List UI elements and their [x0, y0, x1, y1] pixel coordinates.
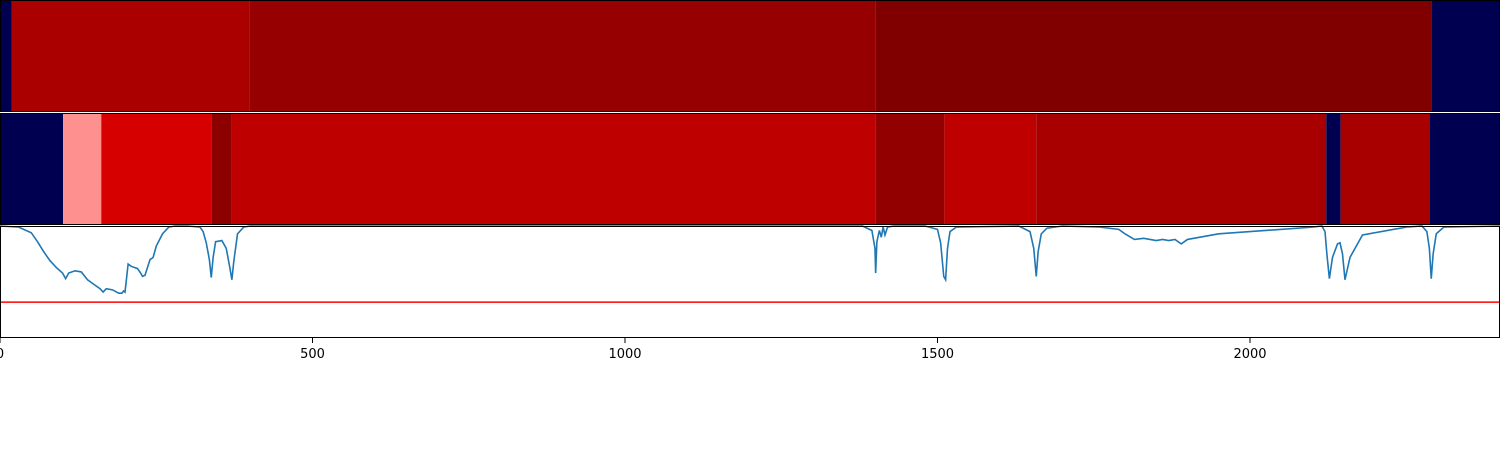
track-1-segment-4 [875, 0, 1432, 112]
x-tick-label-0: 0 [0, 347, 4, 362]
track-2-segment-2 [63, 113, 102, 225]
track-2-segment-1 [0, 113, 64, 225]
x-tick-label-500: 500 [300, 347, 325, 362]
track-2-segment-4 [211, 113, 232, 225]
x-tick-label-1500: 1500 [921, 347, 954, 362]
panel-frame-3 [0, 226, 1500, 338]
track-1-segment-1 [0, 0, 12, 112]
signal-panel [0, 225, 1500, 303]
track-1-segment-2 [11, 0, 250, 112]
x-axis: 0 500 1000 1500 2000 [0, 338, 1267, 362]
track-2-segment-6 [875, 113, 945, 225]
track-2-segment-10 [1340, 113, 1430, 225]
track-2-segment-11 [1430, 113, 1500, 225]
track-2-segment-3 [101, 113, 212, 225]
x-tick-label-2000: 2000 [1233, 347, 1266, 362]
track-2-segment-7 [944, 113, 1037, 225]
track-1-segment-3 [249, 0, 876, 112]
x-tick-label-1000: 1000 [608, 347, 641, 362]
track-1-segment-5 [1431, 0, 1500, 112]
track-2-segment-8 [1036, 113, 1327, 225]
track-2-segment-9 [1326, 113, 1341, 225]
signal-series-line [0, 225, 1500, 295]
segment-track-2 [0, 113, 1500, 225]
segment-track-1 [0, 0, 1500, 112]
track-2-segment-5 [231, 113, 876, 225]
